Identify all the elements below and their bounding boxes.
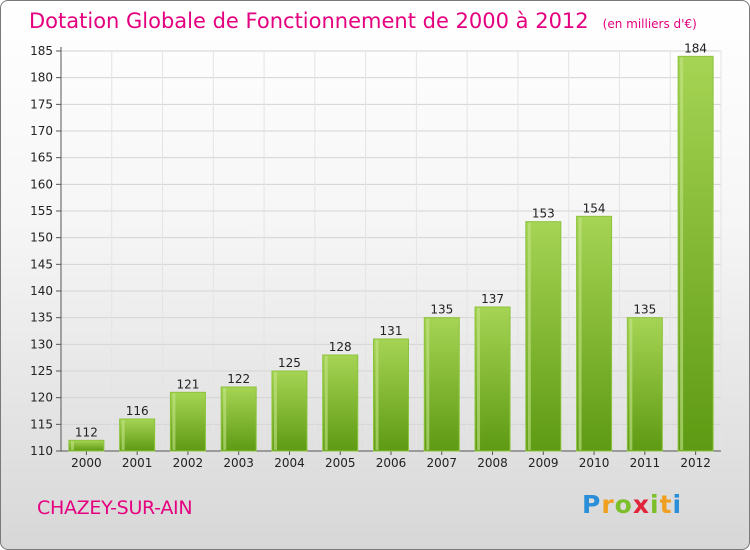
bar-highlight bbox=[426, 318, 430, 450]
bar bbox=[322, 354, 359, 452]
city-name: CHAZEY-SUR-AIN bbox=[37, 497, 193, 519]
y-tick-label: 170 bbox=[30, 124, 53, 138]
x-tick-label: 2008 bbox=[477, 456, 508, 470]
data-label: 153 bbox=[532, 207, 555, 221]
y-tick-label: 110 bbox=[30, 444, 53, 458]
x-tick-label: 2005 bbox=[325, 456, 356, 470]
y-tick-label: 135 bbox=[30, 311, 53, 325]
bar-highlight bbox=[527, 222, 531, 450]
logo-letter: t bbox=[659, 490, 673, 519]
x-tick-label: 2007 bbox=[426, 456, 457, 470]
data-label: 184 bbox=[684, 41, 707, 55]
y-tick-label: 115 bbox=[30, 417, 53, 431]
proxiti-logo: Proxiti bbox=[582, 490, 682, 519]
y-tick-label: 125 bbox=[30, 364, 53, 378]
y-tick-label: 145 bbox=[30, 257, 53, 271]
bar-highlight bbox=[629, 318, 633, 450]
bar-highlight bbox=[172, 393, 176, 450]
x-tick-label: 2009 bbox=[528, 456, 559, 470]
y-tick-label: 130 bbox=[30, 337, 53, 351]
y-tick-label: 120 bbox=[30, 391, 53, 405]
y-tick-label: 180 bbox=[30, 71, 53, 85]
bar bbox=[626, 317, 663, 452]
bar-highlight bbox=[223, 388, 227, 450]
bar bbox=[525, 221, 562, 452]
x-tick-label: 2002 bbox=[173, 456, 204, 470]
bar bbox=[271, 370, 308, 452]
bar bbox=[68, 439, 105, 452]
bar-highlight bbox=[70, 441, 74, 450]
x-tick-label: 2001 bbox=[122, 456, 153, 470]
logo-letter: i bbox=[672, 490, 683, 519]
x-tick-label: 2011 bbox=[630, 456, 661, 470]
chart-subtitle: (en milliers d'€) bbox=[602, 17, 697, 31]
x-tick-label: 2006 bbox=[376, 456, 407, 470]
grid-lines bbox=[60, 50, 722, 452]
logo-letter: r bbox=[601, 490, 615, 519]
bar bbox=[677, 55, 714, 452]
bar bbox=[423, 317, 460, 452]
logo-letter: i bbox=[650, 490, 660, 519]
bar bbox=[169, 391, 206, 452]
y-tick-label: 185 bbox=[30, 44, 53, 58]
data-label: 131 bbox=[380, 324, 403, 338]
bars bbox=[68, 55, 714, 452]
logo-letter: x bbox=[632, 490, 650, 519]
x-tick-label: 2004 bbox=[274, 456, 305, 470]
bar-highlight bbox=[121, 420, 125, 450]
x-tick-label: 2012 bbox=[680, 456, 711, 470]
bar-highlight bbox=[273, 372, 277, 450]
data-label: 137 bbox=[481, 292, 504, 306]
x-tick-label: 2000 bbox=[71, 456, 102, 470]
data-label: 122 bbox=[227, 372, 250, 386]
x-tick-label: 2010 bbox=[579, 456, 610, 470]
bar-highlight bbox=[324, 356, 328, 450]
logo-letter: P bbox=[582, 490, 602, 519]
bar bbox=[119, 418, 156, 452]
chart-title: Dotation Globale de Fonctionnement de 20… bbox=[29, 9, 697, 33]
y-tick-label: 140 bbox=[30, 284, 53, 298]
data-label: 121 bbox=[176, 377, 199, 391]
y-tick-label: 155 bbox=[30, 204, 53, 218]
logo-letter: o bbox=[614, 490, 633, 519]
data-label: 112 bbox=[75, 425, 98, 439]
bar-highlight bbox=[375, 340, 379, 450]
y-tick-label: 150 bbox=[30, 231, 53, 245]
data-label: 154 bbox=[583, 201, 606, 215]
chart-title-text: Dotation Globale de Fonctionnement de 20… bbox=[29, 9, 589, 33]
y-tick-label: 165 bbox=[30, 151, 53, 165]
bar bbox=[373, 338, 409, 452]
bar-highlight bbox=[680, 57, 684, 450]
data-label: 135 bbox=[430, 303, 453, 317]
bar-highlight bbox=[578, 217, 582, 450]
y-tick-label: 175 bbox=[30, 97, 53, 111]
bar bbox=[220, 386, 257, 452]
bar bbox=[576, 215, 613, 452]
data-label: 135 bbox=[633, 303, 656, 317]
bar-highlight bbox=[477, 308, 481, 450]
y-tick-label: 160 bbox=[30, 177, 53, 191]
data-label: 116 bbox=[126, 404, 149, 418]
data-label: 128 bbox=[329, 340, 352, 354]
labels: 112 116 121 122 125 128 131 135 137 153 154 135 184 bbox=[75, 41, 707, 439]
data-label: 125 bbox=[278, 356, 301, 370]
bar bbox=[474, 306, 511, 452]
x-tick-label: 2003 bbox=[223, 456, 254, 470]
